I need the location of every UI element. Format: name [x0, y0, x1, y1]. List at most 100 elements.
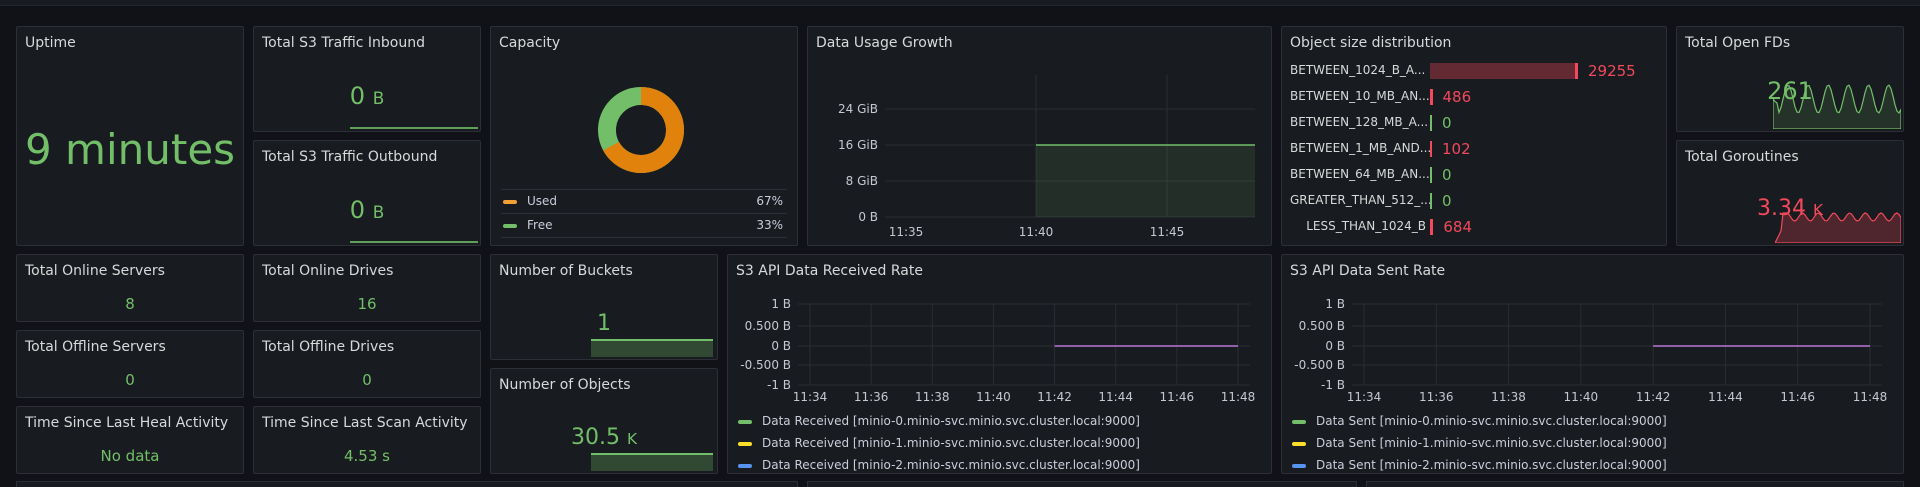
buckets-panel[interactable]: Number of Buckets 1: [490, 254, 718, 360]
outbound-number: 0: [349, 196, 366, 224]
panel-title: Data Usage Growth: [816, 35, 953, 51]
panel-title: Total Offline Servers: [25, 339, 166, 355]
legend-swatch: [738, 463, 752, 468]
inbound-unit: B: [372, 88, 385, 108]
osd-value: 486: [1442, 88, 1472, 106]
uptime-value: 9 minutes: [24, 125, 236, 174]
data-received-rate-panel[interactable]: S3 API Data Received Rate 1 B 0.500 B 0 B -…: [727, 254, 1272, 474]
osd-label: BETWEEN_10_MB_AN...: [1290, 89, 1430, 103]
growth-chart: 24 GiB 16 GiB 8 GiB 0 B 11:35 11:40 11:4…: [838, 75, 1255, 239]
osd-bar: [1430, 115, 1432, 131]
legend-item[interactable]: Data Received [minio-1.minio-svc.minio.s…: [738, 436, 1140, 450]
capacity-legend-free[interactable]: Free 33%: [503, 218, 783, 232]
capacity-donut: [598, 87, 684, 173]
panel-title: S3 API Data Received Rate: [736, 263, 923, 279]
online-drives-panel[interactable]: Total Online Drives 16: [253, 254, 481, 322]
y-tick: -0.500 B: [1294, 358, 1345, 372]
goroutines-number: 3.34: [1756, 196, 1806, 221]
online-servers-panel[interactable]: Total Online Servers 8: [16, 254, 244, 322]
goroutines-panel[interactable]: Total Goroutines 3.34 K: [1676, 140, 1904, 246]
x-tick: 11:42: [1636, 390, 1671, 404]
y-tick: 0.500 B: [1299, 319, 1345, 333]
osd-label: BETWEEN_128_MB_A...: [1290, 115, 1429, 129]
osd-bar: [1430, 63, 1578, 79]
osd-value: 0: [1442, 166, 1452, 184]
goroutines-value: 3.34 K: [1677, 196, 1903, 221]
offline-drives-value: 0: [362, 371, 372, 389]
panel-title: Time Since Last Heal Activity: [25, 415, 229, 431]
osd-value: 29255: [1588, 62, 1636, 80]
traffic-outbound-panel[interactable]: Total S3 Traffic Outbound 0 B: [253, 140, 481, 246]
inbound-number: 0: [349, 82, 366, 110]
osd-label: BETWEEN_1_MB_AND...: [1290, 141, 1432, 155]
legend-item[interactable]: Data Sent [minio-0.minio-svc.minio.svc.c…: [1292, 414, 1667, 428]
capacity-legend-used[interactable]: Used 67%: [503, 194, 783, 208]
offline-drives-panel[interactable]: Total Offline Drives 0: [253, 330, 481, 398]
y-tick: 0 B: [1325, 339, 1345, 353]
x-tick: 11:35: [889, 225, 924, 239]
osd-bar: [1430, 219, 1434, 235]
bottom-panel-2: [807, 481, 1357, 487]
uptime-panel[interactable]: Uptime 9 minutes: [16, 26, 244, 246]
object-size-distribution-panel[interactable]: Object size distribution BETWEEN_1024_B_…: [1281, 26, 1667, 246]
legend-label: Data Received [minio-0.minio-svc.minio.s…: [762, 414, 1140, 428]
y-tick: 0 B: [771, 339, 791, 353]
osd-bar: [1430, 193, 1432, 209]
last-heal-panel[interactable]: Time Since Last Heal Activity No data: [16, 406, 244, 474]
legend-item[interactable]: Data Received [minio-0.minio-svc.minio.s…: [738, 414, 1140, 428]
x-tick: 11:36: [854, 390, 889, 404]
capacity-legend-divider: [501, 237, 787, 238]
osd-value: 0: [1442, 114, 1452, 132]
open-fds-panel[interactable]: Total Open FDs 261: [1676, 26, 1904, 132]
osd-label: BETWEEN_64_MB_AN...: [1290, 167, 1430, 181]
outbound-value: 0 B: [254, 196, 480, 224]
x-tick: 11:40: [1019, 225, 1054, 239]
panel-title: Time Since Last Scan Activity: [262, 415, 468, 431]
x-tick: 11:40: [1564, 390, 1599, 404]
x-tick: 11:44: [1708, 390, 1743, 404]
osd-bar: [1430, 167, 1432, 183]
x-tick: 11:38: [915, 390, 950, 404]
sent-chart: 1 B 0.500 B 0 B -0.500 B -1 B11:34 11:36 11:38…: [1294, 297, 1888, 404]
x-tick: 11:34: [1347, 390, 1382, 404]
scan-value: 4.53 s: [344, 447, 390, 465]
x-tick: 11:45: [1150, 225, 1185, 239]
donut-used: [598, 87, 684, 173]
x-tick: 11:48: [1853, 390, 1888, 404]
outbound-unit: B: [372, 202, 385, 222]
panel-title: Total Offline Drives: [262, 339, 395, 355]
legend-label: Data Sent [minio-1.minio-svc.minio.svc.c…: [1316, 436, 1667, 450]
legend-percent: 67%: [756, 194, 783, 208]
offline-servers-panel[interactable]: Total Offline Servers 0: [16, 330, 244, 398]
legend-swatch: [738, 441, 752, 446]
panel-title: S3 API Data Sent Rate: [1290, 263, 1446, 279]
capacity-panel[interactable]: Capacity Used 67% Free 33%: [490, 26, 798, 246]
y-tick: 1 B: [1325, 297, 1345, 311]
panel-title: Total Open FDs: [1685, 35, 1791, 51]
y-tick: -1 B: [767, 378, 791, 392]
inbound-sparkline: [350, 127, 478, 129]
data-sent-rate-panel[interactable]: S3 API Data Sent Rate 1 B 0.500 B 0 B -0.50…: [1281, 254, 1904, 474]
objects-panel[interactable]: Number of Objects 30.5 K: [490, 368, 718, 474]
osd-label: GREATER_THAN_512_...: [1290, 193, 1432, 207]
legend-item[interactable]: Data Sent [minio-1.minio-svc.minio.svc.c…: [1292, 436, 1667, 450]
legend-item[interactable]: Data Sent [minio-2.minio-svc.minio.svc.c…: [1292, 458, 1667, 472]
data-usage-growth-panel[interactable]: Data Usage Growth 24 GiB 16 GiB 8 GiB 0 …: [807, 26, 1272, 246]
y-tick: 8 GiB: [846, 174, 878, 188]
last-scan-panel[interactable]: Time Since Last Scan Activity 4.53 s: [253, 406, 481, 474]
legend-label: Data Received [minio-2.minio-svc.minio.s…: [762, 458, 1140, 472]
bottom-panel-1: [16, 481, 798, 487]
panel-title: Total S3 Traffic Inbound: [262, 35, 425, 51]
osd-label: BETWEEN_1024_B_A...: [1290, 63, 1426, 77]
traffic-inbound-panel[interactable]: Total S3 Traffic Inbound 0 B: [253, 26, 481, 132]
x-tick: 11:46: [1160, 390, 1195, 404]
legend-item[interactable]: Data Received [minio-2.minio-svc.minio.s…: [738, 458, 1140, 472]
legend-swatch: [1292, 463, 1306, 468]
online-servers-value: 8: [125, 295, 135, 313]
legend-label: Used: [527, 194, 558, 208]
y-tick: -0.500 B: [740, 358, 791, 372]
legend-label: Data Received [minio-1.minio-svc.minio.s…: [762, 436, 1140, 450]
heal-value: No data: [100, 447, 160, 465]
free-swatch: [503, 223, 517, 228]
capacity-legend-divider: [501, 189, 787, 190]
